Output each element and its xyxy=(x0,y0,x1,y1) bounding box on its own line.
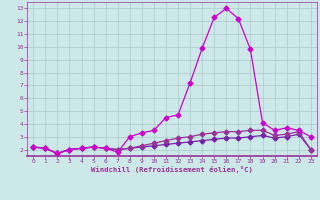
X-axis label: Windchill (Refroidissement éolien,°C): Windchill (Refroidissement éolien,°C) xyxy=(91,166,253,173)
